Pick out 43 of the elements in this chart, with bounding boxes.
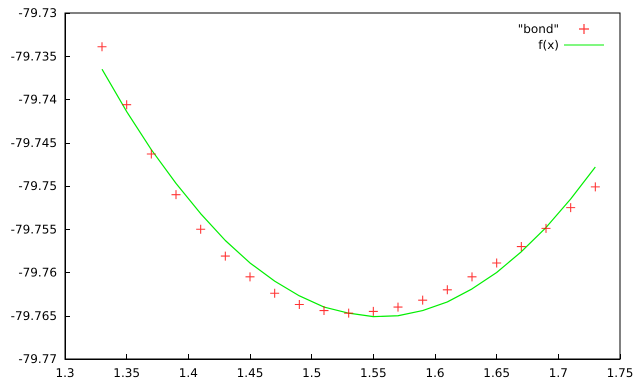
point (172, 190, 180, 200)
point (442, 285, 452, 294)
x-tick-label: 1.55 (360, 366, 387, 380)
y-tick-label: -79.74 (18, 92, 57, 106)
line-series (101, 68, 596, 318)
point (246, 272, 254, 282)
y-tick-label: -79.75 (18, 179, 57, 193)
x-tick-label: 1.35 (113, 366, 140, 380)
y-tick-label: -79.73 (18, 6, 57, 20)
y-tick-label: -79.765 (10, 308, 57, 323)
point (146, 149, 156, 158)
point (368, 306, 378, 316)
x-tick-label: 1.75 (606, 366, 634, 380)
y-tick-label: -79.755 (10, 222, 57, 236)
x-tick-label: 1.7 (548, 366, 568, 380)
point (270, 288, 280, 298)
x-tick-label: 1.4 (178, 366, 198, 380)
legend-label: f(x) (538, 38, 559, 52)
x-tick-label: 1.5 (302, 366, 322, 380)
x-tick-label: 1.65 (483, 366, 510, 380)
x-tick-label: 1.45 (236, 366, 264, 380)
point (294, 300, 304, 310)
y-tick-label: -79.745 (10, 136, 57, 150)
point (542, 224, 550, 233)
y-tick-label: -79.76 (18, 266, 57, 280)
point (566, 203, 576, 212)
y-tick-label: -79.77 (18, 352, 57, 366)
point (468, 272, 476, 282)
x-tick-label: 1.3 (55, 366, 75, 380)
point (590, 182, 600, 192)
point (344, 308, 354, 318)
point (492, 258, 502, 268)
point (220, 252, 230, 261)
x-tick-label: 1.6 (425, 366, 445, 380)
point (98, 42, 106, 52)
point (394, 302, 402, 312)
point (418, 296, 428, 305)
legend-label: "bond" (518, 22, 559, 36)
point (516, 242, 526, 252)
point (320, 306, 328, 316)
point (196, 224, 206, 234)
y-tick-label: -79.735 (10, 49, 57, 64)
point (122, 100, 132, 110)
